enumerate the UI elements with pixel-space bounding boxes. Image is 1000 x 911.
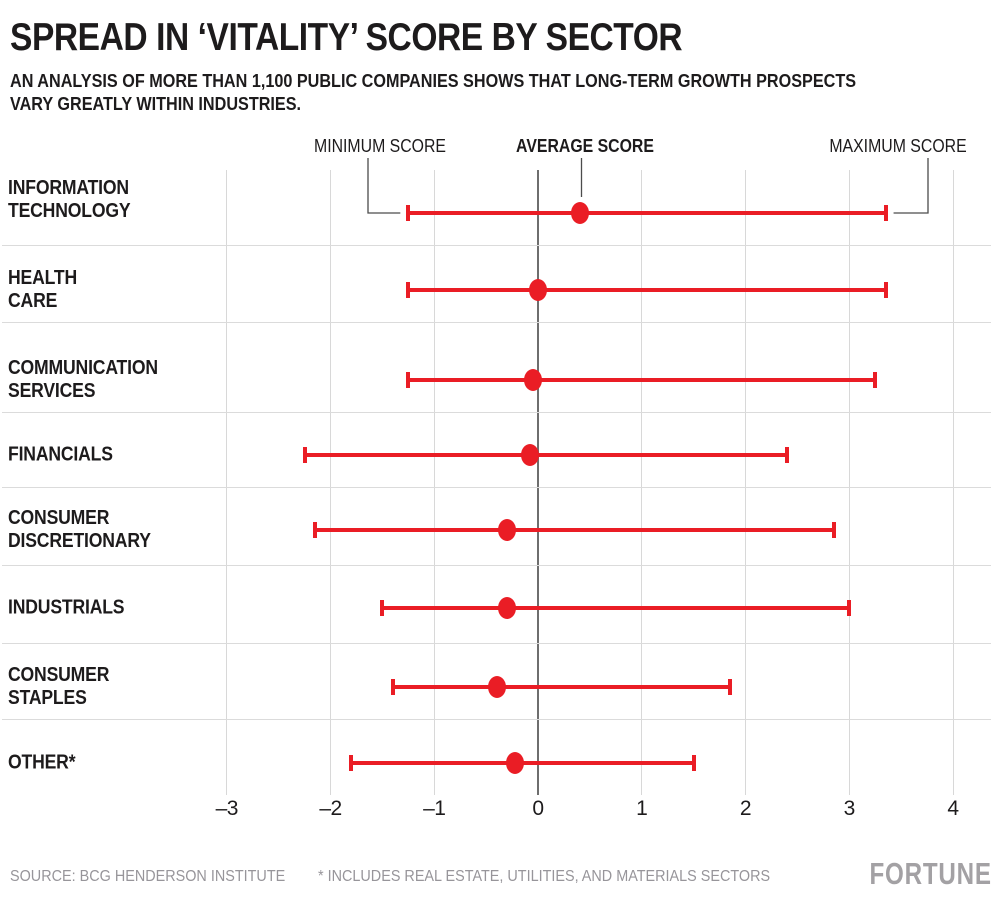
min-score-cap bbox=[390, 679, 395, 695]
sector-label-line: DISCRETIONARY bbox=[8, 530, 151, 552]
subtitle-line-1: AN ANALYSIS OF MORE THAN 1,100 PUBLIC CO… bbox=[10, 71, 857, 91]
page-subtitle: AN ANALYSIS OF MORE THAN 1,100 PUBLIC CO… bbox=[10, 70, 856, 117]
score-range-line bbox=[408, 288, 886, 292]
average-score-dot bbox=[506, 752, 525, 774]
gridline-3 bbox=[848, 170, 850, 795]
sector-label: CONSUMER DISCRETIONARY bbox=[8, 507, 151, 553]
sector-label: OTHER* bbox=[8, 751, 76, 774]
row-separator bbox=[2, 565, 991, 566]
page-title: SPREAD IN ‘VITALITY’ SCORE BY SECTOR bbox=[10, 16, 683, 59]
gridline--2 bbox=[330, 170, 331, 795]
sector-label-line: TECHNOLOGY bbox=[8, 200, 131, 222]
sector-label: COMMUNICATION SERVICES bbox=[8, 357, 158, 403]
legend-average-score-label: AVERAGE SCORE bbox=[516, 136, 654, 156]
x-tick-label-3: 3 bbox=[843, 797, 856, 820]
legend-minimum-score-label: MINIMUM SCORE bbox=[314, 136, 446, 156]
average-score-dot bbox=[570, 202, 589, 224]
row-separator bbox=[2, 245, 991, 246]
score-range-line bbox=[382, 606, 850, 610]
x-tick-label-2: 2 bbox=[739, 797, 752, 820]
sector-label-line: INFORMATION bbox=[8, 176, 129, 199]
gridline--1 bbox=[433, 170, 435, 795]
row-separator bbox=[2, 412, 991, 413]
row-separator bbox=[2, 322, 991, 323]
footnote-text: * INCLUDES REAL ESTATE, UTILITIES, AND M… bbox=[318, 868, 771, 885]
sector-label-line: CONSUMER bbox=[8, 663, 110, 686]
average-score-dot bbox=[529, 279, 547, 301]
average-score-dot bbox=[487, 676, 506, 698]
x-tick-label--1: –1 bbox=[423, 797, 446, 820]
min-score-cap bbox=[380, 600, 385, 616]
gridline-1 bbox=[641, 170, 643, 795]
row-separator bbox=[2, 643, 991, 644]
average-score-dot bbox=[497, 519, 516, 541]
max-score-cap bbox=[883, 282, 888, 298]
score-range-line bbox=[408, 378, 876, 382]
sector-label: INFORMATION TECHNOLOGY bbox=[8, 176, 131, 223]
min-score-cap bbox=[406, 205, 411, 221]
average-score-dot bbox=[520, 444, 539, 466]
zero-gridline bbox=[537, 170, 539, 795]
max-score-cap bbox=[727, 679, 732, 695]
fortune-logo: FORTUNE bbox=[869, 856, 992, 891]
max-score-cap bbox=[847, 600, 852, 616]
sector-label: FINANCIALS bbox=[8, 443, 113, 466]
sector-label-line: STAPLES bbox=[8, 687, 87, 709]
score-range-line bbox=[392, 685, 730, 689]
gridline-4 bbox=[952, 170, 954, 795]
row-separator bbox=[2, 719, 991, 720]
min-score-cap bbox=[349, 755, 354, 771]
gridline--3 bbox=[226, 170, 228, 795]
sector-label-line: INDUSTRIALS bbox=[8, 596, 125, 619]
sector-label-line: COMMUNICATION bbox=[8, 356, 158, 379]
sector-label: HEALTH CARE bbox=[8, 267, 77, 313]
x-tick-label--2: –2 bbox=[319, 797, 342, 820]
sector-label-line: FINANCIALS bbox=[8, 443, 113, 466]
legend-maximum-score-label: MAXIMUM SCORE bbox=[829, 136, 967, 156]
sector-label-line: OTHER* bbox=[8, 751, 76, 774]
x-tick-label-4: 4 bbox=[947, 797, 959, 820]
sector-label: CONSUMER STAPLES bbox=[8, 664, 109, 710]
sector-label: INDUSTRIALS bbox=[8, 596, 125, 619]
x-tick-label-0: 0 bbox=[532, 797, 544, 820]
row-separator bbox=[2, 487, 991, 488]
max-score-cap bbox=[883, 205, 888, 221]
sector-label-line: HEALTH bbox=[8, 266, 78, 289]
min-score-cap bbox=[302, 447, 307, 463]
max-score-cap bbox=[831, 522, 836, 538]
score-range-line bbox=[408, 211, 886, 215]
sector-label-line: CARE bbox=[8, 290, 58, 312]
max-score-cap bbox=[785, 447, 789, 463]
max-score-cap bbox=[691, 755, 696, 771]
sector-label-line: CONSUMER bbox=[8, 506, 110, 529]
average-score-dot bbox=[497, 597, 516, 619]
score-range-line bbox=[304, 453, 787, 457]
x-tick-label-1: 1 bbox=[636, 797, 648, 820]
sector-label-line: SERVICES bbox=[8, 380, 96, 402]
x-tick-label--3: –3 bbox=[215, 797, 239, 820]
subtitle-line-2: VARY GREATLY WITHIN INDUSTRIES. bbox=[10, 94, 302, 115]
gridline-2 bbox=[745, 170, 746, 795]
max-score-cap bbox=[873, 372, 878, 388]
min-score-cap bbox=[406, 282, 411, 298]
average-score-dot bbox=[523, 369, 542, 391]
min-score-cap bbox=[406, 372, 411, 388]
score-range-line bbox=[314, 528, 834, 532]
source-text: SOURCE: BCG HENDERSON INSTITUTE bbox=[10, 868, 286, 885]
min-score-cap bbox=[312, 522, 317, 538]
